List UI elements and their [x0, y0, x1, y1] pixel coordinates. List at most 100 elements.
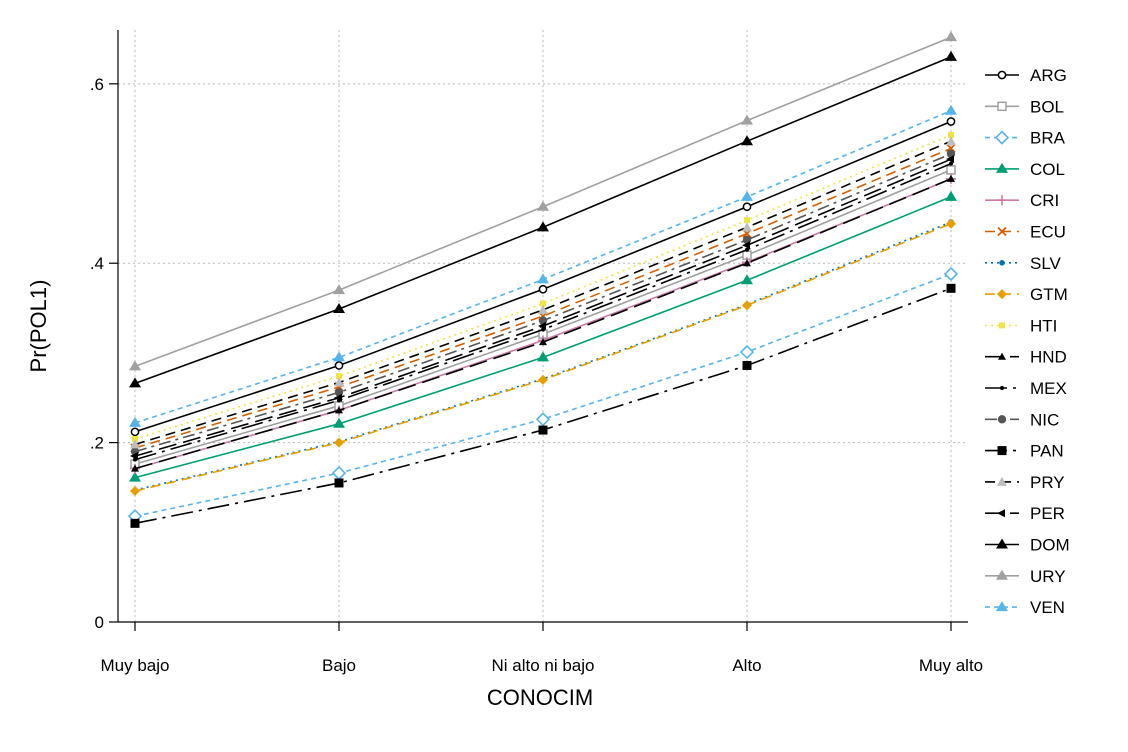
data-point-ury: [129, 360, 141, 371]
data-point-col: [945, 190, 957, 201]
legend-marker: [996, 569, 1008, 580]
data-point-col: [129, 471, 141, 482]
series-line-pry: [134, 140, 952, 446]
data-point-pan: [742, 360, 752, 370]
data-point-hti: [132, 436, 138, 443]
data-point-per: [538, 322, 546, 330]
data-point-per: [130, 452, 138, 461]
data-point-gtm: [742, 300, 752, 311]
x-tick-label: Bajo: [322, 656, 356, 675]
legend-item-dom: DOM: [985, 536, 1070, 555]
data-point-dom: [333, 302, 345, 313]
data-point-hti: [744, 217, 750, 224]
y-tick-label: .2: [90, 434, 104, 453]
legend-marker: [996, 538, 1008, 549]
data-point-pry: [742, 222, 752, 232]
x-tick-label: Alto: [732, 656, 761, 675]
data-point-gtm: [946, 218, 956, 229]
legend-marker: [994, 130, 1010, 145]
legend-label: CRI: [1030, 191, 1059, 210]
data-point-arg: [742, 202, 752, 212]
y-tick-label: .4: [90, 254, 104, 273]
legend-label: SLV: [1030, 254, 1062, 273]
series-ury: [129, 31, 957, 371]
data-point-per: [334, 393, 342, 402]
data-point-hnd: [743, 259, 751, 267]
data-point-gtm: [538, 374, 548, 385]
legend-item-hnd: HND: [985, 348, 1067, 367]
legend-label: HND: [1030, 348, 1067, 367]
data-point-pan: [334, 478, 344, 488]
data-point-hti: [540, 300, 546, 307]
data-point-arg: [946, 117, 956, 126]
data-point-ury: [741, 114, 753, 125]
data-point-bra: [739, 344, 755, 360]
legend-item-mex: MEX: [985, 379, 1067, 398]
data-point-arg: [130, 427, 140, 437]
legend-label: NIC: [1030, 410, 1059, 429]
legend-item-ury: URY: [985, 567, 1066, 586]
data-point-per: [742, 241, 750, 250]
legend-marker: [997, 195, 1007, 206]
legend-marker: [997, 476, 1007, 486]
legend-label: BOL: [1030, 97, 1064, 116]
legend-marker: [999, 260, 1005, 266]
legend-item-col: COL: [985, 160, 1065, 179]
series-line-ecu: [134, 147, 952, 449]
data-point-bra: [331, 465, 347, 481]
legend-marker: [997, 446, 1007, 456]
data-point-arg: [538, 284, 548, 294]
data-point-pan: [130, 518, 140, 528]
y-tick-label: .6: [90, 75, 104, 94]
x-ticks: Muy bajo Bajo Ni alto ni bajo Alto Muy alto: [101, 622, 983, 675]
data-point-gtm: [130, 486, 140, 497]
data-point-bra: [943, 266, 959, 282]
legend-label: PRY: [1030, 473, 1065, 492]
x-tick-label: Ni alto ni bajo: [491, 656, 594, 675]
series-bra: [127, 266, 959, 524]
y-axis-title: Pr(POL1): [26, 280, 51, 373]
legend-label: ECU: [1030, 223, 1066, 242]
legend-marker: [998, 352, 1006, 360]
legend-item-pan: PAN: [985, 442, 1064, 461]
data-point-col: [537, 351, 549, 362]
data-point-dom: [741, 135, 753, 146]
data-point-hti: [336, 373, 342, 380]
legend-label: BRA: [1030, 129, 1066, 148]
y-ticks: 0 .2 .4 .6: [90, 75, 118, 632]
legend-item-hti: HTI: [985, 316, 1057, 335]
data-point-hnd: [947, 174, 955, 182]
data-point-ven: [129, 416, 141, 427]
data-point-ven: [741, 190, 753, 201]
legend-item-bra: BRA: [985, 129, 1066, 148]
data-point-ven: [333, 351, 345, 362]
data-point-ury: [537, 200, 549, 211]
series-dom: [129, 50, 957, 388]
series-ven: [129, 104, 957, 427]
legend-item-ecu: ECU: [985, 223, 1066, 242]
data-point-pan: [538, 425, 548, 435]
legend-label: COL: [1030, 160, 1065, 179]
legend-marker: [997, 101, 1007, 112]
legend-label: ARG: [1030, 66, 1067, 85]
legend-marker: [997, 289, 1007, 300]
x-axis-title: CONOCIM: [487, 685, 593, 710]
x-tick-label: Muy alto: [919, 656, 983, 675]
series-line-slv: [134, 221, 952, 491]
legend-item-gtm: GTM: [985, 285, 1068, 304]
legend-label: GTM: [1030, 285, 1068, 304]
grid-lines: [118, 30, 968, 622]
legend-item-pry: PRY: [985, 473, 1065, 492]
data-point-mex: [745, 247, 749, 252]
legend: ARG BOL BRA COL CRI ECU SLV GTM HTI HND MEX NIC PAN P…: [985, 66, 1070, 617]
data-point-arg: [334, 361, 344, 370]
data-point-ven: [537, 273, 549, 284]
data-point-pry: [538, 304, 548, 314]
y-tick-label: 0: [95, 613, 104, 632]
data-point-pry: [334, 377, 344, 387]
legend-label: PER: [1030, 504, 1065, 523]
series-hti: [132, 131, 954, 443]
series-arg: [130, 117, 956, 437]
legend-label: HTI: [1030, 316, 1057, 335]
